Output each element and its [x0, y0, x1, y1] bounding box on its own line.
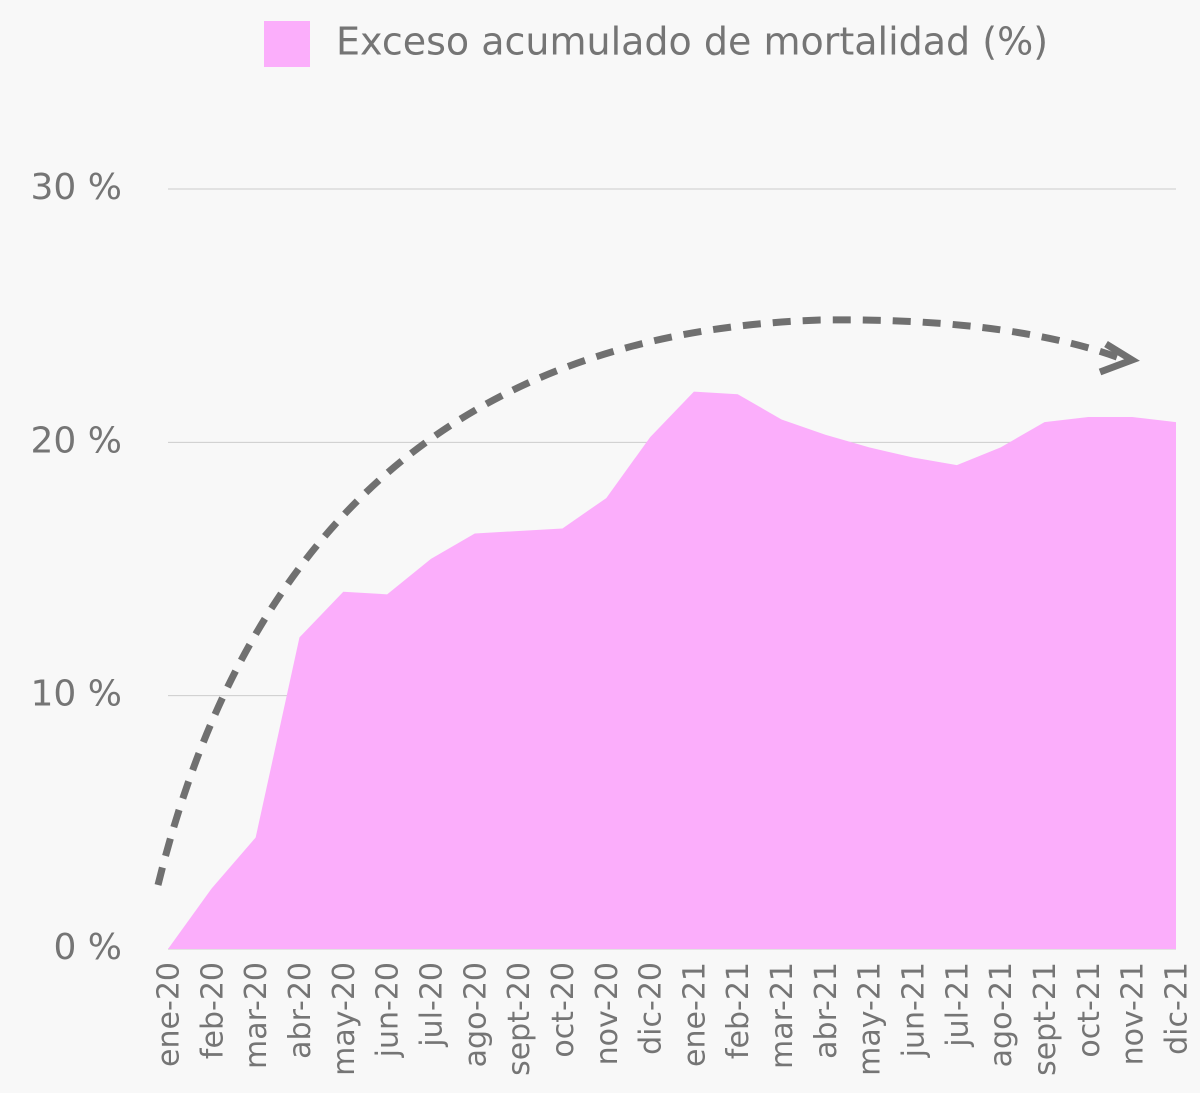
x-tick-label: sept-21 [1028, 962, 1063, 1076]
x-tick-label: mar-21 [765, 962, 800, 1069]
trend-arrow [154, 316, 1127, 886]
area-group [168, 391, 1176, 950]
x-tick-label: may-20 [327, 962, 362, 1076]
x-tick-label: jul-20 [414, 962, 449, 1048]
x-tick-label: ene-21 [677, 962, 712, 1067]
x-tick-label: nov-21 [1116, 962, 1151, 1065]
x-tick-label: sept-20 [502, 962, 537, 1076]
legend-label: Exceso acumulado de mortalidad (%) [336, 20, 1048, 64]
x-tick-label: oct-21 [1072, 962, 1107, 1058]
x-tick-label: nov-20 [590, 962, 625, 1065]
x-tick-label: jul-21 [940, 962, 975, 1048]
arrow-head [1098, 341, 1140, 376]
x-tick-label: feb-20 [195, 962, 230, 1059]
x-tick-label: mar-20 [239, 962, 274, 1069]
x-tick-label: jun-21 [897, 962, 932, 1058]
x-tick-label: dic-20 [634, 962, 669, 1055]
x-tick-label: ago-20 [458, 962, 493, 1067]
x-tick-label: dic-21 [1160, 962, 1195, 1055]
x-tick-label: feb-21 [721, 962, 756, 1059]
area [168, 391, 1176, 950]
x-tick-label: jun-20 [371, 962, 406, 1058]
x-tick-label: may-21 [853, 962, 888, 1076]
x-tick-label: abr-20 [283, 962, 318, 1059]
y-tick-label: 10 % [31, 674, 122, 715]
legend-swatch [264, 21, 310, 67]
y-tick-label: 20 % [31, 420, 122, 461]
y-tick-label: 30 % [31, 167, 122, 208]
x-tick-label: abr-21 [809, 962, 844, 1059]
x-tick-label: ene-20 [152, 962, 187, 1067]
x-tick-label: ago-21 [984, 962, 1019, 1067]
x-tick-label: oct-20 [546, 962, 581, 1058]
y-tick-label: 0 % [53, 927, 122, 968]
